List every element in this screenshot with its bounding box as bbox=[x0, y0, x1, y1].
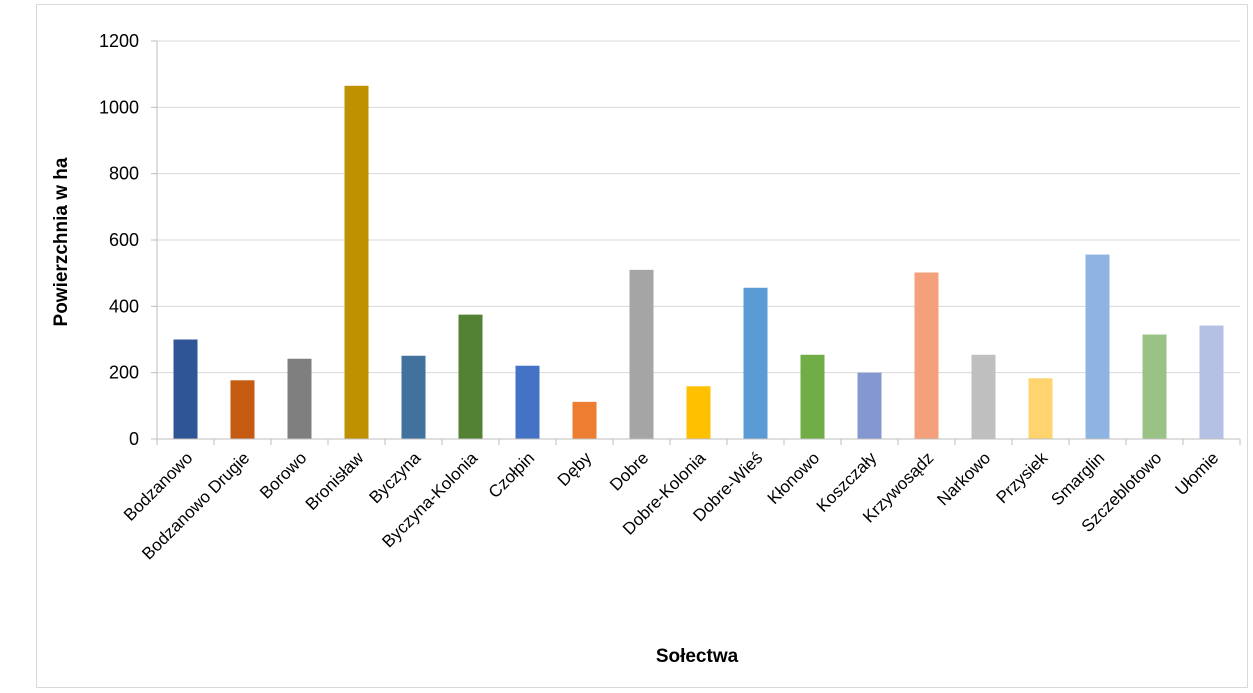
x-tick-label: Dęby bbox=[554, 448, 596, 490]
y-tick-label: 1200 bbox=[99, 31, 139, 51]
axes bbox=[151, 40, 1241, 445]
bar bbox=[1085, 254, 1110, 439]
bar bbox=[1028, 378, 1053, 439]
x-tick-label: Byczyna bbox=[365, 448, 424, 507]
bar bbox=[1199, 325, 1224, 439]
bars bbox=[173, 85, 1224, 440]
bar bbox=[743, 287, 768, 439]
bar bbox=[344, 85, 369, 440]
bar bbox=[401, 355, 426, 439]
x-tick-label: Byczyna-Kolonia bbox=[378, 448, 481, 551]
y-tick-label: 0 bbox=[129, 429, 139, 449]
y-tick-label: 600 bbox=[109, 230, 139, 250]
x-tick-label: Narkowo bbox=[933, 448, 994, 509]
bar bbox=[458, 314, 483, 439]
bar bbox=[287, 358, 312, 439]
bar bbox=[914, 272, 939, 439]
bar bbox=[629, 269, 654, 439]
bar bbox=[857, 372, 882, 439]
y-tick-label: 200 bbox=[109, 363, 139, 383]
x-tick-label: Dobre bbox=[606, 448, 652, 494]
bar bbox=[572, 401, 597, 439]
bar bbox=[173, 339, 198, 439]
bar bbox=[1142, 334, 1167, 439]
x-tick-label: Borowo bbox=[256, 448, 310, 502]
bar bbox=[686, 386, 711, 439]
y-axis-title: Powierzchnia w ha bbox=[51, 157, 72, 326]
gridlines bbox=[157, 40, 1240, 374]
x-tick-label: Przysiek bbox=[992, 448, 1051, 507]
labels: 020040060080010001200BodzanowoBodzanowo … bbox=[99, 31, 1222, 563]
bar bbox=[971, 354, 996, 439]
x-tick-label: Bodzanowo Drugie bbox=[138, 448, 253, 563]
bar bbox=[515, 365, 540, 439]
x-tick-label: Czołpin bbox=[485, 448, 539, 502]
bar bbox=[800, 354, 825, 439]
y-tick-label: 800 bbox=[109, 164, 139, 184]
bar bbox=[230, 380, 255, 439]
x-tick-label: Bronisław bbox=[302, 448, 368, 514]
x-tick-label: Ułomie bbox=[1171, 448, 1222, 499]
y-tick-label: 1000 bbox=[99, 97, 139, 117]
x-tick-label: Kłonowo bbox=[764, 448, 824, 508]
x-axis-title: Sołectwa bbox=[656, 646, 739, 667]
y-tick-label: 400 bbox=[109, 296, 139, 316]
